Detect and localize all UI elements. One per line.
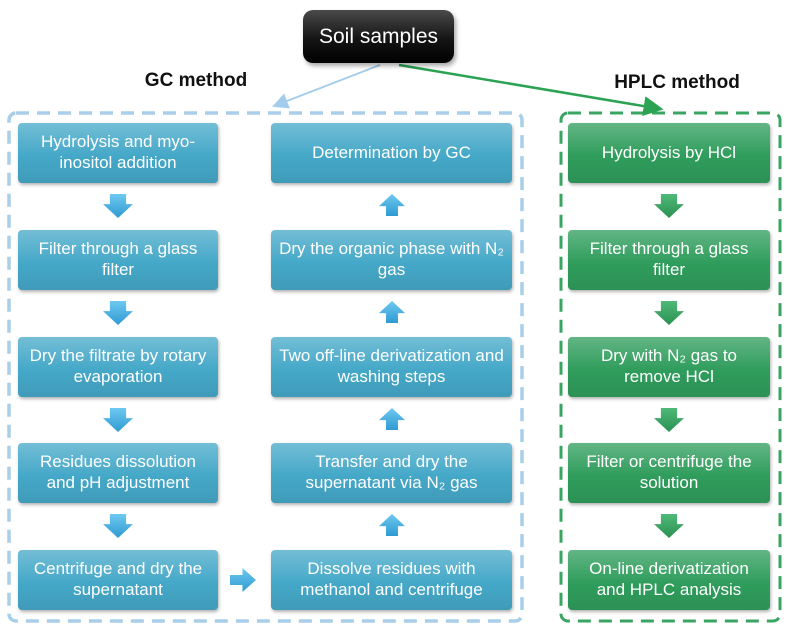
gc-left-step-2: Filter through a glass filter bbox=[18, 230, 218, 290]
gc-mid-step-final: Determination by GC bbox=[271, 123, 512, 183]
gc-left-step-5: Centrifuge and dry the supernatant bbox=[18, 550, 218, 610]
gc-mid-step-2: Transfer and dry the supernatant via N₂ … bbox=[271, 443, 512, 503]
arrow-down-icon bbox=[103, 301, 133, 325]
gc-mid-step-1: Dissolve residues with methanol and cent… bbox=[271, 550, 512, 610]
arrow-up-icon bbox=[379, 194, 405, 216]
gc-mid-step-3: Two off-line derivatization and washing … bbox=[271, 337, 512, 397]
gc-method-title: GC method bbox=[144, 70, 248, 91]
arrow-up-icon bbox=[379, 408, 405, 430]
arrow-right-icon bbox=[230, 568, 256, 592]
soil-samples-node: Soil samples bbox=[303, 10, 454, 63]
gc-left-step-1: Hydrolysis and myo-inositol addition bbox=[18, 123, 218, 183]
arrow-up-icon bbox=[379, 301, 405, 323]
hplc-method-title: HPLC method bbox=[614, 72, 740, 93]
arrow-down-icon bbox=[103, 408, 133, 432]
hplc-step-1: Hydrolysis by HCl bbox=[568, 123, 770, 183]
arrow-down-icon bbox=[654, 194, 684, 218]
arrow-down-icon bbox=[103, 514, 133, 538]
arrow-down-icon bbox=[654, 301, 684, 325]
soil-to-gc-arrow bbox=[272, 64, 381, 109]
hplc-step-4: Filter or centrifuge the solution bbox=[568, 443, 770, 503]
arrow-down-icon bbox=[654, 514, 684, 538]
hplc-step-2: Filter through a glass filter bbox=[568, 230, 770, 290]
arrow-down-icon bbox=[103, 194, 133, 218]
arrow-down-icon bbox=[654, 408, 684, 432]
soil-samples-label: Soil samples bbox=[318, 24, 439, 48]
arrow-up-icon bbox=[379, 514, 405, 536]
hplc-step-3: Dry with N₂ gas to remove HCl bbox=[568, 337, 770, 397]
hplc-step-5: On-line derivatization and HPLC analysis bbox=[568, 550, 770, 610]
gc-left-step-3: Dry the filtrate by rotary evaporation bbox=[18, 337, 218, 397]
gc-mid-step-4: Dry the organic phase with N₂ gas bbox=[271, 230, 512, 290]
gc-left-step-4: Residues dissolution and pH adjustment bbox=[18, 443, 218, 503]
